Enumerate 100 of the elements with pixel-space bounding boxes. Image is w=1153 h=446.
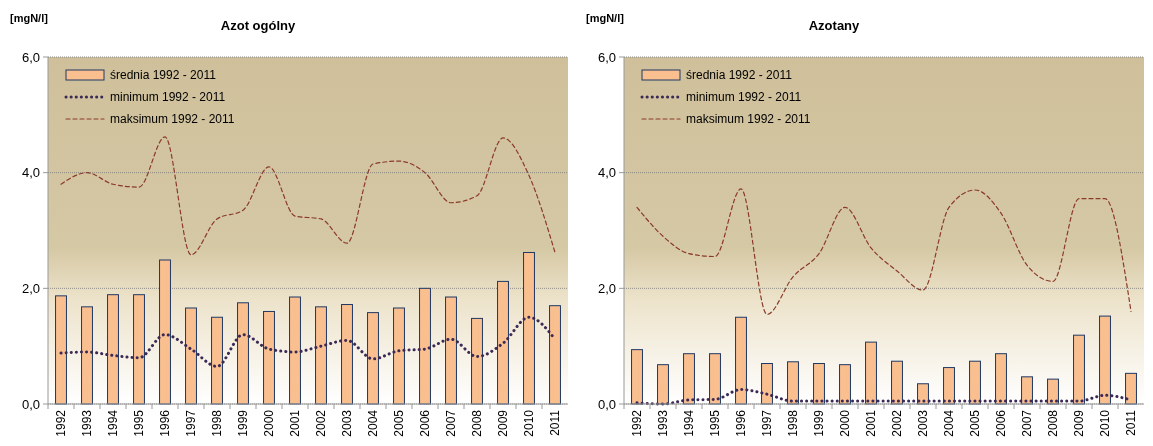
x-tick-label: 2000: [262, 409, 277, 437]
x-tick-label: 2010: [522, 409, 537, 437]
bar: [55, 295, 67, 405]
bar: [813, 363, 825, 405]
bar: [943, 367, 955, 405]
x-tick-label: 2004: [942, 409, 957, 437]
x-tick-label: 2006: [418, 409, 433, 437]
x-tick-label: 2002: [314, 409, 329, 437]
x-tick-label: 2011: [1124, 409, 1139, 436]
bar: [159, 259, 171, 405]
x-tick-label: 1996: [734, 409, 749, 437]
x-tick-label: 2005: [392, 409, 407, 437]
x-tick-label: 2003: [916, 409, 931, 437]
x-tick-label: 2007: [444, 409, 459, 437]
line-series: [59, 315, 557, 368]
y-tick-label: 0,0: [21, 396, 40, 412]
y-tick-label: 6,0: [597, 49, 616, 65]
bar: [1047, 378, 1059, 405]
bar: [657, 364, 669, 405]
bar: [211, 316, 223, 405]
x-tick-label: 1992: [54, 409, 69, 437]
x-tick-label: 1996: [158, 409, 173, 437]
x-tick-label: 1994: [106, 409, 121, 437]
bar: [419, 287, 431, 405]
line-series: [636, 188, 1132, 315]
bar: [969, 360, 981, 405]
legend-label: średnia 1992 - 2011: [686, 68, 793, 83]
x-tick-label: 2008: [470, 409, 485, 437]
bar: [917, 383, 929, 405]
bar: [995, 353, 1007, 405]
bar: [341, 304, 353, 405]
y-tick-label: 4,0: [597, 165, 616, 181]
y-axis-title: [mgN/l]: [586, 12, 625, 24]
x-tick-label: 2001: [864, 409, 879, 437]
x-tick-label: 2009: [496, 409, 511, 437]
bar: [289, 296, 301, 405]
chart-title: Azot ogólny: [220, 18, 296, 33]
bar: [133, 294, 145, 405]
bar: [81, 306, 93, 405]
x-tick-label: 2005: [968, 409, 983, 437]
bar: [263, 310, 275, 405]
y-tick-label: 6,0: [21, 49, 40, 65]
bar: [787, 361, 799, 405]
bar: [709, 353, 721, 405]
x-tick-label: 1993: [80, 409, 95, 437]
x-tick-label: 2011: [548, 409, 563, 436]
bar: [523, 251, 535, 405]
bar: [393, 307, 405, 405]
bar: [107, 294, 119, 405]
legend-label: minimum 1992 - 2011: [686, 90, 802, 105]
x-tick-label: 1992: [630, 409, 645, 437]
x-tick-label: 1997: [760, 409, 775, 437]
x-tick-label: 2008: [1046, 409, 1061, 437]
y-tick-label: 2,0: [21, 280, 40, 296]
x-tick-label: 1995: [708, 409, 723, 437]
bar: [367, 312, 379, 405]
y-tick-label: 2,0: [597, 280, 616, 296]
x-tick-label: 1993: [656, 409, 671, 437]
bar: [549, 305, 561, 405]
x-tick-label: 2007: [1020, 409, 1035, 437]
x-tick-label: 2001: [288, 409, 303, 437]
bar: [631, 349, 643, 405]
bar: [865, 341, 877, 405]
y-tick-label: 0,0: [597, 396, 616, 412]
bar: [891, 360, 903, 405]
x-tick-label: 2002: [890, 409, 905, 437]
bar: [1099, 315, 1111, 405]
legend-label: średnia 1992 - 2011: [110, 68, 217, 83]
x-tick-label: 1998: [210, 409, 225, 437]
bar: [1125, 372, 1137, 405]
bar: [1021, 376, 1033, 405]
bar: [1073, 334, 1085, 405]
bar: [761, 363, 773, 405]
bar: [497, 280, 509, 405]
x-tick-label: 1999: [812, 409, 827, 437]
x-tick-label: 2004: [366, 409, 381, 437]
legend-label: maksimum 1992 - 2011: [110, 112, 235, 127]
legend-label: maksimum 1992 - 2011: [686, 112, 811, 127]
bar: [237, 302, 249, 405]
x-tick-label: 1998: [786, 409, 801, 437]
x-tick-label: 1995: [132, 409, 147, 437]
x-tick-label: 2003: [340, 409, 355, 437]
y-tick-label: 4,0: [21, 165, 40, 181]
x-tick-label: 1997: [184, 409, 199, 437]
bar: [839, 364, 851, 405]
y-axis-title: [mgN/l]: [10, 12, 49, 24]
legend-label: minimum 1992 - 2011: [110, 90, 226, 105]
chart-title: Azotany: [808, 18, 861, 33]
x-tick-label: 1999: [236, 409, 251, 437]
bar: [735, 316, 747, 405]
x-tick-label: 2006: [994, 409, 1009, 437]
x-tick-label: 1994: [682, 409, 697, 437]
bar: [471, 317, 483, 405]
line-series: [60, 136, 556, 256]
bar: [445, 296, 457, 405]
x-tick-label: 2009: [1072, 409, 1087, 437]
bar: [683, 353, 695, 405]
bar: [185, 307, 197, 405]
bar: [315, 306, 327, 405]
x-tick-label: 2010: [1098, 409, 1113, 437]
